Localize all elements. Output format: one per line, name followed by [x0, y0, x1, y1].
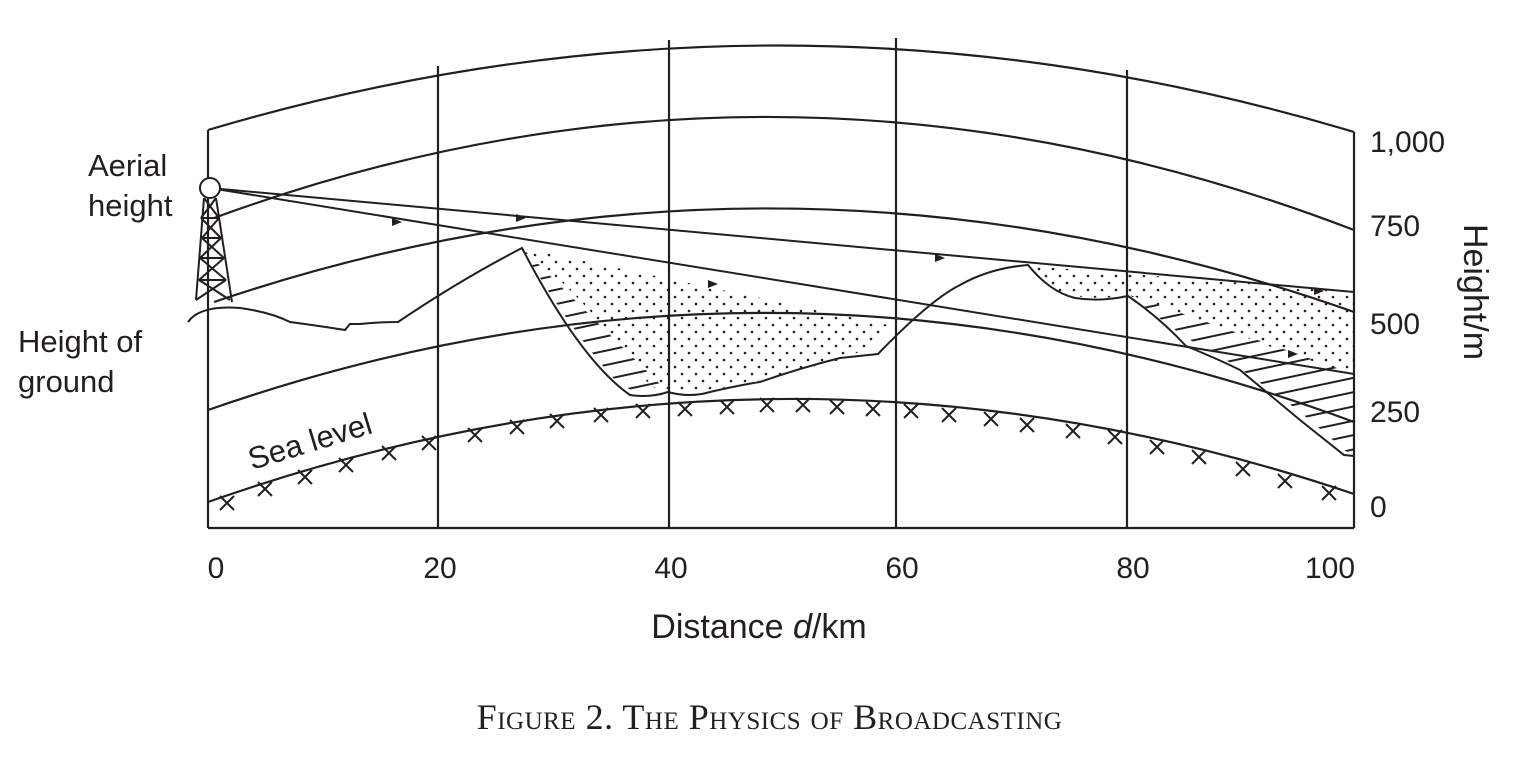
- ray-arrowhead: [392, 218, 402, 226]
- x-tick-label: 0: [208, 552, 225, 585]
- x-tick-label: 100: [1305, 552, 1355, 585]
- y-tick-label: 750: [1370, 210, 1420, 243]
- sea-level-curve: [207, 397, 1355, 504]
- ray-arrowheads: [392, 214, 1324, 358]
- ray-arrowhead: [1314, 287, 1324, 295]
- frame-top-arc: [207, 44, 1355, 134]
- dotted-shadow-region-1: [522, 248, 893, 392]
- ray-arrowhead: [708, 280, 718, 288]
- x-tick-label: 80: [1116, 552, 1149, 585]
- ray-upper: [209, 187, 1355, 293]
- sea-level-label: Sea level: [244, 406, 376, 477]
- x-tick-label: 60: [885, 552, 918, 585]
- height-curve-750: [213, 207, 1355, 314]
- signal-rays: [209, 187, 1355, 375]
- y-tick-label: 0: [1370, 491, 1387, 524]
- annotations: Aerial height Height of ground Sea level: [18, 148, 376, 477]
- figure-caption: Figure 2. The Physics of Broadcasting: [476, 697, 1063, 737]
- y-tick-label: 500: [1370, 308, 1420, 341]
- hatched-shadow-region-1: [522, 248, 668, 395]
- x-tick-label: 20: [423, 552, 456, 585]
- aerial-height-label-line2: height: [88, 188, 173, 223]
- aerial-mast-icon: [195, 177, 233, 303]
- ground-height-label-line1: Height of: [18, 324, 142, 359]
- x-axis-ticks: 0 20 40 60 80 100: [208, 552, 1355, 585]
- ray-arrowhead: [1288, 350, 1298, 358]
- x-tick-label: 40: [654, 552, 687, 585]
- y-axis-title: Height/m: [1456, 224, 1494, 360]
- sea-level-crosses: [219, 397, 1337, 511]
- x-axis-title: Distance d/km: [651, 608, 866, 646]
- ground-profile: [187, 246, 1355, 457]
- hatched-shadow-region-2: [1130, 295, 1354, 456]
- ground-height-label-line2: ground: [18, 364, 115, 399]
- y-tick-label: 250: [1370, 396, 1420, 429]
- height-curve-1000: [213, 115, 1355, 232]
- ray-arrowhead: [516, 214, 526, 222]
- ray-lower: [209, 187, 1355, 375]
- ray-arrowhead: [935, 254, 945, 262]
- aerial-height-label-line1: Aerial: [88, 148, 167, 183]
- y-axis-ticks: 1,000 750 500 250 0: [1370, 126, 1445, 524]
- y-tick-label: 1,000: [1370, 126, 1445, 159]
